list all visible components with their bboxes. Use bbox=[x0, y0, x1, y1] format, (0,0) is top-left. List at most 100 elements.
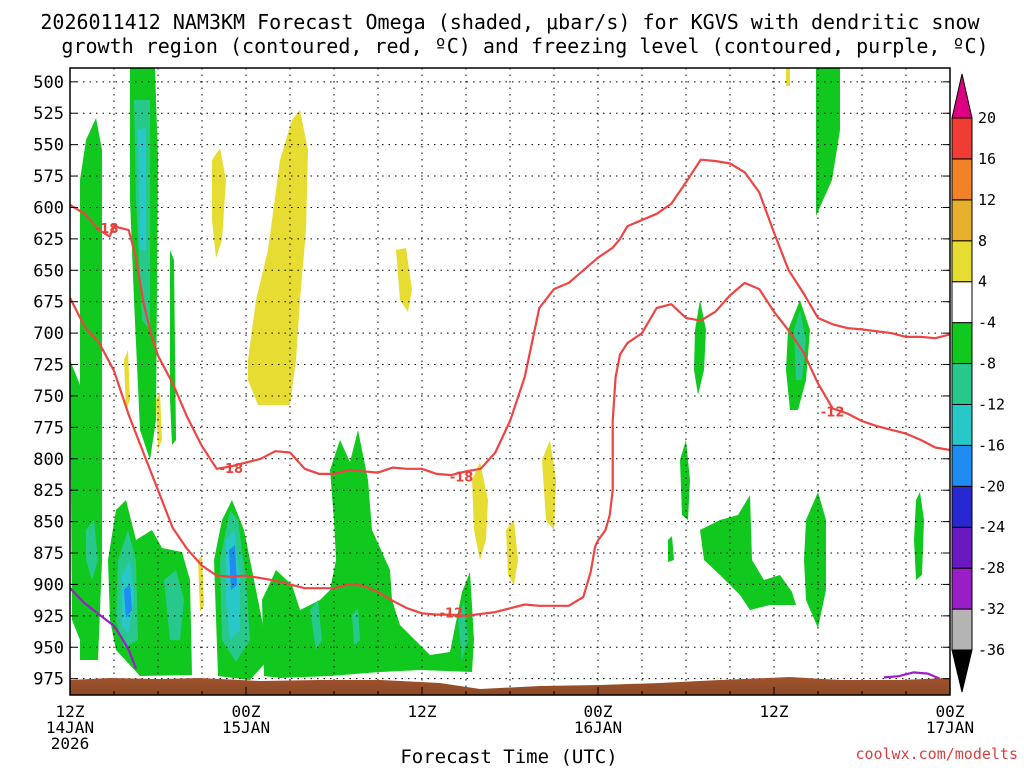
colorbar-segment bbox=[951, 567, 973, 610]
omega-region-yellow bbox=[156, 392, 162, 450]
colorbar-segment bbox=[951, 281, 973, 324]
x-tick-label: 2026 bbox=[51, 734, 90, 753]
omega-region-yellow bbox=[786, 68, 790, 86]
colorbar-label: 4 bbox=[978, 273, 987, 291]
x-tick-label: 17JAN bbox=[926, 718, 974, 737]
y-tick-label: 625 bbox=[33, 230, 64, 250]
omega-region-blue bbox=[229, 545, 237, 590]
y-tick-label: 525 bbox=[33, 104, 64, 124]
y-tick-label: 575 bbox=[33, 167, 64, 187]
colorbar-label: -20 bbox=[978, 477, 1005, 495]
omega-region-green bbox=[70, 360, 98, 650]
contour-label: -18 bbox=[450, 471, 474, 486]
colorbar-label: -12 bbox=[978, 395, 1005, 413]
y-tick-label: 850 bbox=[33, 513, 64, 533]
omega-region-green bbox=[804, 492, 826, 628]
colorbar-label: -4 bbox=[978, 314, 996, 332]
colorbar-segment bbox=[951, 485, 973, 528]
omega-region-teal bbox=[164, 570, 184, 640]
y-tick-label: 725 bbox=[33, 356, 64, 376]
y-tick-label: 900 bbox=[33, 575, 64, 595]
colorbar-label: -28 bbox=[978, 559, 1005, 577]
colorbar-segment bbox=[951, 403, 973, 446]
omega-region-green bbox=[700, 495, 796, 610]
omega-region-yellow bbox=[212, 148, 226, 258]
y-tick-label: 500 bbox=[33, 73, 64, 93]
colorbar-label: -24 bbox=[978, 518, 1005, 536]
plot-area: -12 -12 -18 -18 -18 bbox=[70, 68, 950, 695]
contour-line-purple bbox=[70, 587, 138, 669]
colorbar-end-high bbox=[951, 73, 973, 119]
colorbar-end-low bbox=[951, 649, 973, 693]
colorbar-segment bbox=[951, 117, 973, 160]
colorbar-segment bbox=[951, 608, 973, 651]
colorbar-segment bbox=[951, 322, 973, 365]
omega-region-green bbox=[694, 300, 706, 395]
contour-line-purple bbox=[883, 671, 941, 680]
colorbar-segment bbox=[951, 526, 973, 569]
title-line2: growth region (contoured, red, ºC) and f… bbox=[61, 34, 988, 58]
omega-region-yellow bbox=[506, 520, 518, 585]
contour-line-red bbox=[70, 158, 950, 477]
contour-label: -18 bbox=[95, 222, 119, 237]
y-tick-label: 950 bbox=[33, 638, 64, 658]
contour-label: -12 bbox=[440, 606, 464, 621]
colorbar-label: 20 bbox=[978, 109, 996, 127]
omega-region-green bbox=[914, 492, 924, 580]
colorbar-segment bbox=[951, 363, 973, 405]
contours: -12 -12 -18 -18 -18 bbox=[70, 158, 950, 680]
x-tick-label: 15JAN bbox=[222, 718, 270, 737]
omega-region-teal bbox=[794, 310, 806, 380]
y-tick-label: 700 bbox=[33, 324, 64, 344]
x-tick-label: 00Z bbox=[232, 702, 261, 721]
y-tick-label: 975 bbox=[33, 670, 64, 690]
omega-shading bbox=[70, 68, 924, 680]
colorbar-label: -32 bbox=[978, 600, 1005, 618]
omega-region-teal bbox=[352, 608, 360, 645]
omega-region-cyan bbox=[138, 128, 146, 250]
y-tick-label: 825 bbox=[33, 481, 64, 501]
x-tick-label: 14JAN bbox=[46, 718, 94, 737]
y-tick-label: 800 bbox=[33, 450, 64, 470]
omega-region-green bbox=[816, 68, 840, 216]
colorbar-segment bbox=[951, 240, 973, 283]
x-axis-label: Forecast Time (UTC) bbox=[400, 746, 617, 768]
y-tick-label: 875 bbox=[33, 544, 64, 564]
contour-label: -12 bbox=[821, 405, 845, 420]
colorbar-label: -16 bbox=[978, 436, 1005, 454]
omega-region-yellow bbox=[472, 462, 488, 560]
y-tick-label: 925 bbox=[33, 607, 64, 627]
x-tick-label: 12Z bbox=[760, 702, 789, 721]
omega-region-yellow bbox=[248, 110, 308, 405]
x-tick-label: 12Z bbox=[56, 702, 85, 721]
colorbar-segment bbox=[951, 199, 973, 242]
omega-region-teal bbox=[86, 520, 98, 580]
colorbar-segment bbox=[951, 444, 973, 487]
y-tick-label: 650 bbox=[33, 261, 64, 281]
terrain-surface bbox=[70, 677, 950, 695]
x-tick-label: 16JAN bbox=[574, 718, 622, 737]
contour-label: -18 bbox=[220, 462, 244, 477]
y-tick-label: 775 bbox=[33, 418, 64, 438]
omega-region-green bbox=[680, 440, 690, 520]
x-tick-label: 00Z bbox=[584, 702, 613, 721]
omega-region-green bbox=[668, 536, 674, 562]
title-line1: 2026011412 NAM3KM Forecast Omega (shaded… bbox=[40, 10, 980, 34]
colorbar-label: 16 bbox=[978, 150, 996, 168]
y-tick-label: 600 bbox=[33, 198, 64, 218]
omega-region-green bbox=[170, 250, 176, 445]
credit-text: coolwx.com/modelts bbox=[855, 745, 1018, 763]
omega-region-teal bbox=[310, 600, 322, 650]
contour-line-red bbox=[70, 281, 950, 617]
y-axis: 500 525 550 575 600 625 650 675 700 725 750 775 800 8… bbox=[33, 73, 950, 690]
x-tick-label: 12Z bbox=[408, 702, 437, 721]
colorbar-label: 12 bbox=[978, 191, 996, 209]
omega-region-yellow bbox=[542, 440, 556, 530]
colorbar: -36 -32 -28 -24 -20 -16 -12 -8 -4 4 8 12 16 20 bbox=[951, 73, 1005, 693]
y-tick-label: 750 bbox=[33, 387, 64, 407]
colorbar-label: 8 bbox=[978, 232, 987, 250]
colorbar-segment bbox=[951, 158, 973, 201]
x-tick-label: 00Z bbox=[936, 702, 965, 721]
